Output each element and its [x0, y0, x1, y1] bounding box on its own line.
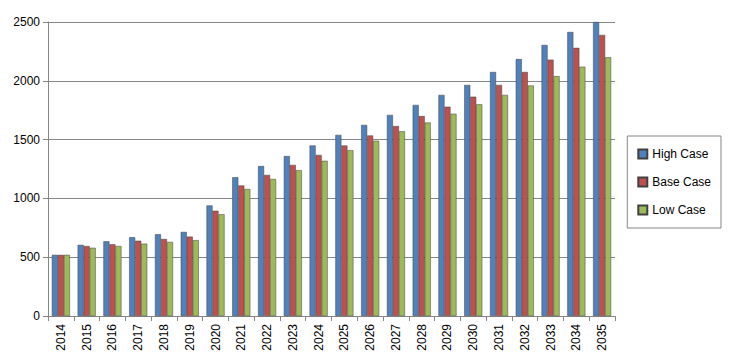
svg-text:2022: 2022 — [260, 324, 274, 351]
svg-text:2035: 2035 — [595, 324, 609, 351]
svg-text:0: 0 — [33, 309, 40, 323]
svg-text:2033: 2033 — [544, 324, 558, 351]
svg-text:2500: 2500 — [13, 15, 40, 29]
svg-text:2019: 2019 — [183, 324, 197, 351]
svg-text:2030: 2030 — [466, 324, 480, 351]
svg-text:1500: 1500 — [13, 133, 40, 147]
svg-text:500: 500 — [20, 250, 40, 264]
svg-text:2020: 2020 — [209, 324, 223, 351]
svg-text:2016: 2016 — [105, 324, 119, 351]
svg-text:2034: 2034 — [569, 324, 583, 351]
svg-text:2032: 2032 — [518, 324, 532, 351]
svg-text:2025: 2025 — [337, 324, 351, 351]
svg-text:2015: 2015 — [80, 324, 94, 351]
svg-text:1000: 1000 — [13, 191, 40, 205]
svg-text:2017: 2017 — [131, 324, 145, 351]
svg-text:2031: 2031 — [492, 324, 506, 351]
svg-text:2026: 2026 — [363, 324, 377, 351]
svg-text:2027: 2027 — [389, 324, 403, 351]
svg-text:2023: 2023 — [286, 324, 300, 351]
svg-text:2028: 2028 — [415, 324, 429, 351]
svg-text:2000: 2000 — [13, 74, 40, 88]
svg-text:Low Case: Low Case — [652, 203, 706, 217]
svg-text:2014: 2014 — [54, 324, 68, 351]
svg-text:2021: 2021 — [234, 324, 248, 351]
svg-text:2024: 2024 — [312, 324, 326, 351]
svg-text:Base Case: Base Case — [652, 175, 711, 189]
svg-text:High Case: High Case — [652, 147, 708, 161]
svg-text:2029: 2029 — [440, 324, 454, 351]
svg-text:2018: 2018 — [157, 324, 171, 351]
